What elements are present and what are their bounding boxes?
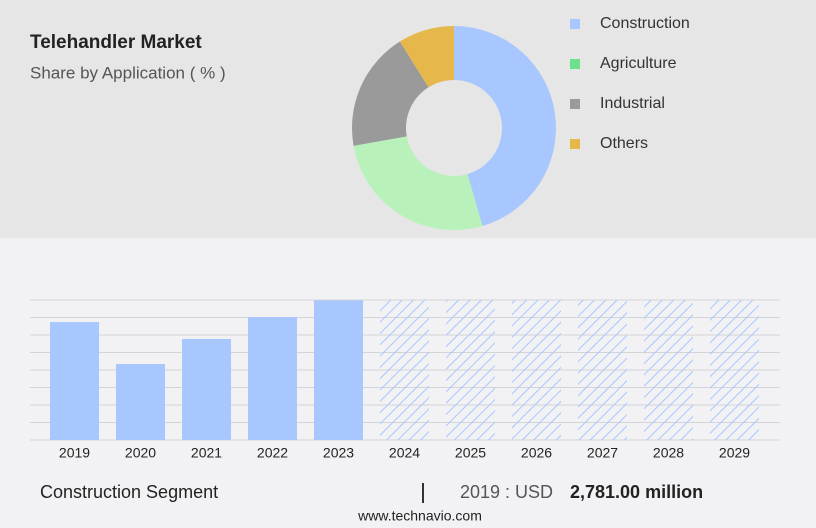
legend-swatch: [570, 139, 580, 149]
year-label: 2019 : USD: [460, 482, 553, 502]
forecast-placeholder: [578, 300, 627, 440]
donut-slice: [352, 41, 429, 146]
x-tick-label: 2027: [587, 445, 618, 461]
donut-slice: [353, 136, 483, 230]
x-tick-label: 2022: [257, 445, 288, 461]
site-label: www.technavio.com: [357, 508, 482, 524]
x-tick-label: 2029: [719, 445, 750, 461]
donut-slice: [399, 26, 454, 88]
bar: [314, 300, 363, 440]
forecast-placeholder: [644, 300, 693, 440]
forecast-placeholder: [512, 300, 561, 440]
chart-subtitle: Share by Application ( % ): [30, 63, 226, 82]
bar: [50, 322, 99, 440]
forecast-placeholder: [380, 300, 429, 440]
x-tick-label: 2021: [191, 445, 222, 461]
bar: [116, 364, 165, 440]
bar: [248, 317, 297, 440]
x-tick-label: 2020: [125, 445, 156, 461]
x-tick-label: 2019: [59, 445, 90, 461]
bar: [182, 338, 231, 440]
x-tick-label: 2024: [389, 445, 420, 461]
chart-title: Telehandler Market: [30, 32, 202, 53]
x-tick-label: 2025: [455, 445, 486, 461]
forecast-placeholder: [446, 300, 495, 440]
forecast-placeholder: [710, 300, 759, 440]
legend-swatch: [570, 59, 580, 69]
value-label: 2,781.00 million: [570, 482, 703, 502]
legend-swatch: [570, 19, 580, 29]
x-tick-label: 2023: [323, 445, 354, 461]
x-tick-label: 2026: [521, 445, 552, 461]
legend-label: Construction: [600, 15, 690, 32]
legend-swatch: [570, 99, 580, 109]
donut-slice: [454, 26, 556, 226]
legend-label: Others: [600, 135, 648, 152]
legend-label: Industrial: [600, 95, 665, 112]
segment-label: Construction Segment: [40, 482, 218, 502]
x-tick-label: 2028: [653, 445, 684, 461]
legend-label: Agriculture: [600, 55, 677, 72]
